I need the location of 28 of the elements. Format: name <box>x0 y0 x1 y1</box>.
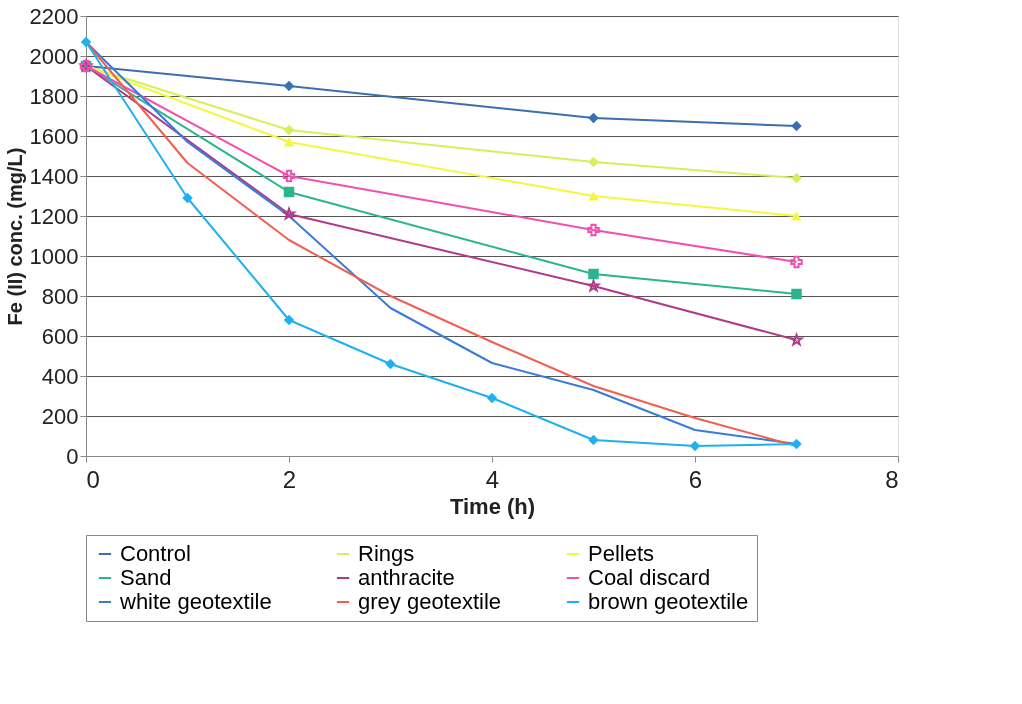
y-tick-label: 2200 <box>29 3 79 29</box>
y-tick-label: 800 <box>41 283 79 309</box>
y-tick-label: 400 <box>41 363 79 389</box>
x-tick-label: 4 <box>485 465 500 493</box>
legend-label: Rings <box>358 541 415 566</box>
legend-label: Sand <box>120 565 172 590</box>
legend-label: anthracite <box>358 565 455 590</box>
x-tick-label: 8 <box>885 465 899 493</box>
y-tick-label: 2000 <box>29 43 79 69</box>
x-tick-label: 2 <box>282 465 297 493</box>
legend-label: Pellets <box>588 541 655 566</box>
legend-label: Control <box>120 541 191 566</box>
y-tick-label: 1400 <box>29 163 79 189</box>
legend-label: grey geotextile <box>358 589 502 614</box>
legend-label: brown geotextile <box>588 589 749 614</box>
legend-label: white geotextile <box>119 589 272 614</box>
y-tick-label: 1800 <box>29 83 79 109</box>
y-tick-label: 1200 <box>29 203 79 229</box>
y-tick-label: 600 <box>41 323 79 349</box>
x-tick-label: 0 <box>86 465 100 493</box>
y-tick-label: 200 <box>41 403 79 429</box>
y-axis-title: Fe (II) conc. (mg/L) <box>3 147 26 326</box>
x-tick-label: 6 <box>688 465 703 493</box>
y-tick-label: 1600 <box>29 123 79 149</box>
x-axis-title: Time (h) <box>449 493 536 519</box>
y-tick-label: 0 <box>66 443 79 469</box>
legend-label: Coal discard <box>588 565 711 590</box>
y-tick-label: 1000 <box>29 243 79 269</box>
